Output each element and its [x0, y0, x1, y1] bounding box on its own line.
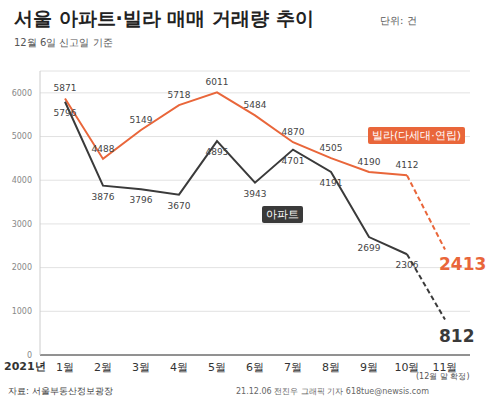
svg-text:5월: 5월: [208, 361, 226, 374]
html-text:단위: 건: 단위: 건: [380, 15, 417, 26]
svg-text:5718: 5718: [168, 90, 191, 100]
svg-text:4월: 4월: [170, 361, 188, 374]
svg-text:3876: 3876: [92, 192, 115, 202]
html-text:서울 아파트·빌라 매매 거래량 추이: 서울 아파트·빌라 매매 거래량 추이: [14, 7, 314, 29]
svg-text:10월: 10월: [395, 361, 420, 374]
html-text:(12월 말 확정): (12월 말 확정): [416, 372, 470, 381]
svg-text:5149: 5149: [130, 115, 153, 125]
svg-text:4870: 4870: [282, 127, 305, 137]
svg-text:1월: 1월: [56, 361, 74, 374]
svg-text:3670: 3670: [168, 201, 191, 211]
svg-text:2월: 2월: [94, 361, 112, 374]
svg-text:3943: 3943: [244, 189, 267, 199]
svg-text:4701: 4701: [282, 156, 305, 166]
svg-text:2306: 2306: [396, 260, 419, 270]
svg-text:4488: 4488: [92, 144, 115, 154]
html-text:2021년: 2021년: [4, 360, 46, 373]
svg-text:5796: 5796: [54, 108, 77, 118]
svg-text:4895: 4895: [206, 147, 229, 157]
svg-text:7월: 7월: [284, 361, 302, 374]
svg-text:8월: 8월: [322, 361, 340, 374]
svg-text:4191: 4191: [320, 178, 343, 188]
svg-text:11월: 11월: [433, 361, 458, 374]
html-text:빌라(다세대·연립): 빌라(다세대·연립): [372, 129, 462, 142]
svg-text:4505: 4505: [320, 143, 343, 153]
html-text:12월 6일 신고일 기준: 12월 6일 신고일 기준: [14, 37, 113, 48]
svg-text:4112: 4112: [396, 160, 419, 170]
svg-text:0: 0: [27, 351, 32, 360]
svg-text:6000: 6000: [12, 89, 32, 98]
svg-text:6월: 6월: [246, 361, 264, 374]
svg-text:2413: 2413: [439, 254, 486, 274]
svg-text:3000: 3000: [12, 220, 32, 229]
svg-text:5000: 5000: [12, 132, 32, 141]
svg-text:2699: 2699: [358, 243, 381, 253]
svg-text:3월: 3월: [132, 361, 150, 374]
html-text:21.12.06 전진우 그래픽 기자 618tue@new: 21.12.06 전진우 그래픽 기자 618tue@newsis.com: [236, 387, 429, 396]
svg-text:6011: 6011: [206, 77, 229, 87]
html-text:아파트: 아파트: [266, 208, 299, 221]
html-text:자료: 서울부동산정보광장: 자료: 서울부동산정보광장: [8, 386, 113, 396]
svg-text:4000: 4000: [12, 176, 32, 185]
svg-text:2000: 2000: [12, 263, 32, 272]
svg-text:5484: 5484: [244, 100, 267, 110]
svg-text:3796: 3796: [130, 195, 153, 205]
svg-text:1000: 1000: [12, 307, 32, 316]
svg-text:4190: 4190: [358, 157, 381, 167]
svg-text:9월: 9월: [360, 361, 378, 374]
svg-text:5871: 5871: [54, 83, 77, 93]
svg-text:812: 812: [439, 326, 475, 346]
